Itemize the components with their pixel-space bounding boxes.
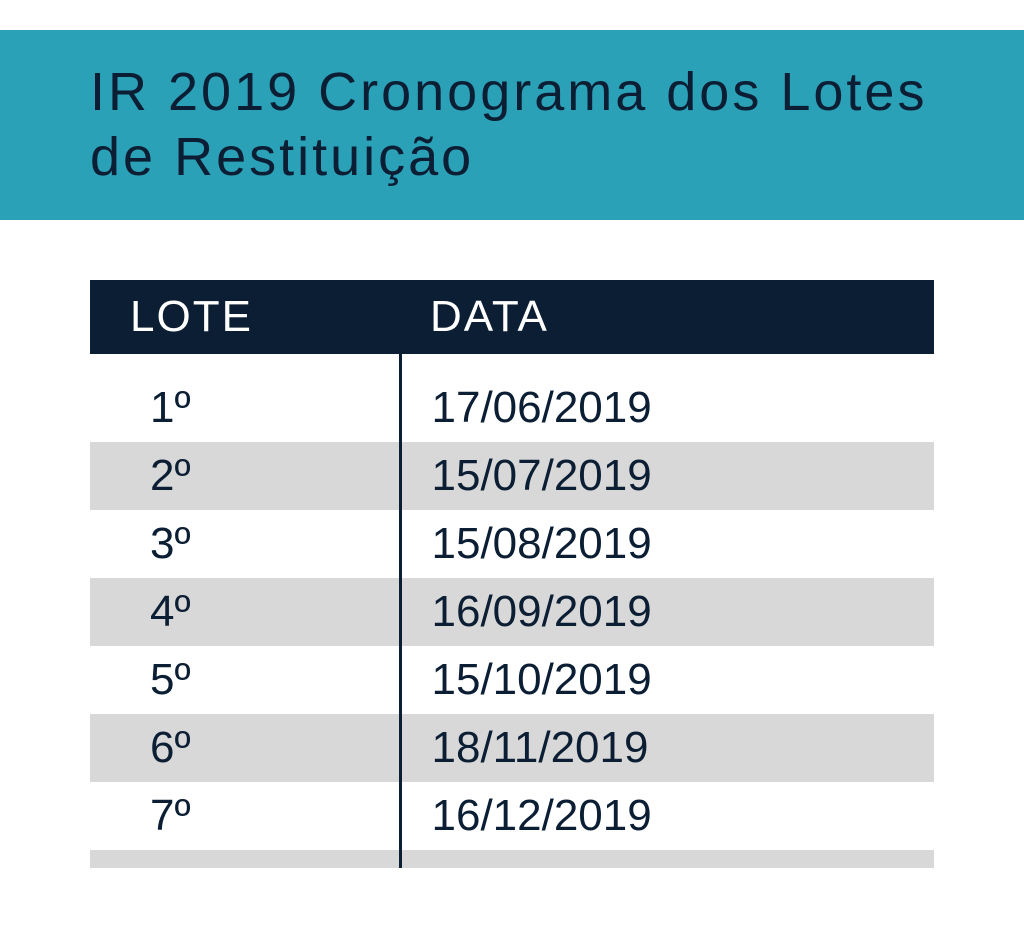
table-row: 4º 16/09/2019: [90, 578, 934, 646]
data-value: 15/07/2019: [400, 442, 934, 510]
data-value: 16/12/2019: [400, 782, 934, 850]
table-row: 6º 18/11/2019: [90, 714, 934, 782]
page-title: IR 2019 Cronograma dos Lotes de Restitui…: [90, 60, 934, 190]
table-row: 3º 15/08/2019: [90, 510, 934, 578]
lote-value: 7º: [90, 782, 400, 850]
lote-value: 4º: [90, 578, 400, 646]
table-row: 2º 15/07/2019: [90, 442, 934, 510]
lote-value: 3º: [90, 510, 400, 578]
data-value: 18/11/2019: [400, 714, 934, 782]
lote-value: 6º: [90, 714, 400, 782]
table-row: 1º 17/06/2019: [90, 374, 934, 442]
lote-value: 1º: [90, 374, 400, 442]
column-header-lote: LOTE: [90, 280, 400, 354]
column-header-data: DATA: [400, 280, 934, 354]
schedule-table: LOTE DATA 1º 17/06/2019 2º 15/07/2019 3º…: [90, 280, 934, 868]
title-banner: IR 2019 Cronograma dos Lotes de Restitui…: [0, 30, 1024, 220]
bottom-row: [90, 850, 934, 868]
table-row: 7º 16/12/2019: [90, 782, 934, 850]
data-value: 15/08/2019: [400, 510, 934, 578]
lote-value: 5º: [90, 646, 400, 714]
spacer-row: [90, 354, 934, 374]
table-header-row: LOTE DATA: [90, 280, 934, 354]
data-value: 15/10/2019: [400, 646, 934, 714]
data-value: 17/06/2019: [400, 374, 934, 442]
lote-value: 2º: [90, 442, 400, 510]
table-row: 5º 15/10/2019: [90, 646, 934, 714]
data-value: 16/09/2019: [400, 578, 934, 646]
table-container: LOTE DATA 1º 17/06/2019 2º 15/07/2019 3º…: [0, 220, 1024, 908]
